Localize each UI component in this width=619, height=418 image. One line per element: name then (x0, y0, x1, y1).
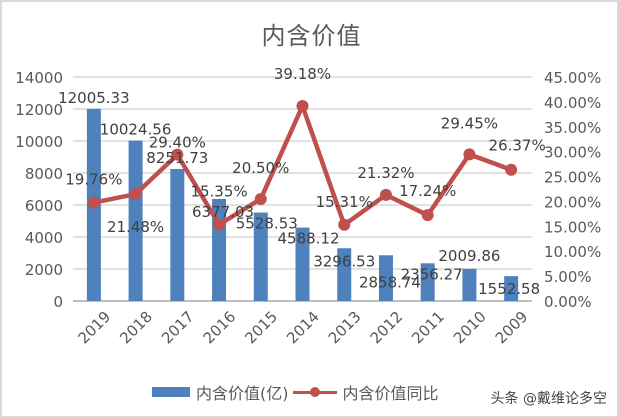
bar-data-label: 2356.27 (401, 265, 463, 283)
bar (253, 212, 268, 301)
y-left-tick: 4000 (25, 229, 63, 247)
x-tick: 2015 (241, 308, 281, 348)
y-right-tick: 25.00% (544, 169, 601, 187)
bar (295, 227, 310, 301)
bar (378, 255, 393, 301)
bar (420, 263, 435, 301)
x-tick: 2010 (450, 308, 490, 348)
line-marker (87, 196, 100, 209)
y-right-tick: 35.00% (544, 119, 601, 137)
bar-data-label: 6377.03 (192, 203, 254, 221)
legend: 内含价值(亿) 内含价值同比 (152, 380, 439, 404)
bar-data-label: 4588.12 (277, 230, 339, 248)
y-right-tick: 20.00% (544, 193, 601, 211)
bar (128, 140, 143, 301)
line-marker (129, 188, 142, 201)
x-tick: 2013 (325, 308, 365, 348)
bar-data-label: 3296.53 (313, 252, 375, 270)
bar (462, 268, 477, 301)
bar-data-label: 10024.56 (100, 121, 172, 139)
line-data-label: 39.18% (274, 65, 331, 83)
y-left-tick: 12000 (15, 101, 63, 119)
line-data-label: 29.40% (149, 134, 206, 152)
line-data-label: 15.35% (190, 183, 247, 201)
bar (504, 276, 519, 301)
chart-title: 内含价值 (261, 22, 362, 50)
bar-data-label: 1552.58 (478, 280, 540, 298)
y-left-tick: 10000 (15, 133, 63, 151)
line-marker (463, 148, 476, 161)
line-data-label: 19.76% (65, 171, 122, 189)
y-left-tick: 14000 (15, 69, 63, 87)
y-left-tick: 2000 (25, 261, 63, 279)
y-left-tick: 8000 (25, 165, 63, 183)
line-marker (254, 192, 267, 205)
y-right-tick: 15.00% (544, 218, 601, 236)
line-data-label: 29.45% (441, 114, 498, 132)
bar-data-label: 12005.33 (58, 89, 130, 107)
line-data-label: 21.32% (357, 164, 414, 182)
y-right-tick: 45.00% (544, 69, 601, 87)
x-tick: 2016 (200, 308, 240, 348)
y-right-tick: 0.00% (544, 293, 592, 311)
line-marker (213, 218, 226, 231)
y-left-tick: 0 (53, 293, 63, 311)
x-tick: 2009 (492, 308, 532, 348)
y-right-tick: 40.00% (544, 94, 601, 112)
watermark: 头条 @戴维论多空 (490, 391, 607, 407)
bar (170, 168, 185, 301)
y-left-tick: 6000 (25, 197, 63, 215)
x-tick: 2014 (283, 308, 323, 348)
x-tick: 2018 (116, 308, 156, 348)
bar-data-label: 8251.73 (146, 149, 208, 167)
y-right-tick: 10.00% (544, 243, 601, 261)
line-marker (296, 99, 309, 112)
bar-data-label: 5528.53 (236, 215, 298, 233)
bar (337, 248, 352, 301)
legend-line-swatch (292, 387, 337, 397)
line-marker (505, 163, 518, 176)
legend-line-label: 内含价值同比 (342, 384, 439, 403)
line-data-label: 26.37% (489, 137, 546, 155)
x-tick: 2017 (158, 308, 198, 348)
line-data-label: 15.31% (316, 193, 373, 211)
legend-bar-swatch (152, 387, 190, 397)
y-right-tick: 5.00% (544, 268, 592, 286)
x-tick: 2012 (367, 308, 407, 348)
bar-data-label: 2009.86 (438, 247, 500, 265)
line-marker (338, 218, 351, 231)
x-tick: 2011 (408, 308, 448, 348)
line-marker (421, 209, 434, 222)
line-marker (171, 148, 184, 161)
y-right-tick: 30.00% (544, 144, 601, 162)
line-data-label: 17.24% (399, 182, 456, 200)
line-data-label: 21.48% (107, 218, 164, 236)
bar-data-label: 2858.74 (359, 273, 421, 291)
x-tick: 2019 (74, 308, 114, 348)
line-data-label: 20.50% (232, 159, 289, 177)
line-marker (379, 188, 392, 201)
legend-bar-label: 内含价值(亿) (196, 384, 289, 403)
